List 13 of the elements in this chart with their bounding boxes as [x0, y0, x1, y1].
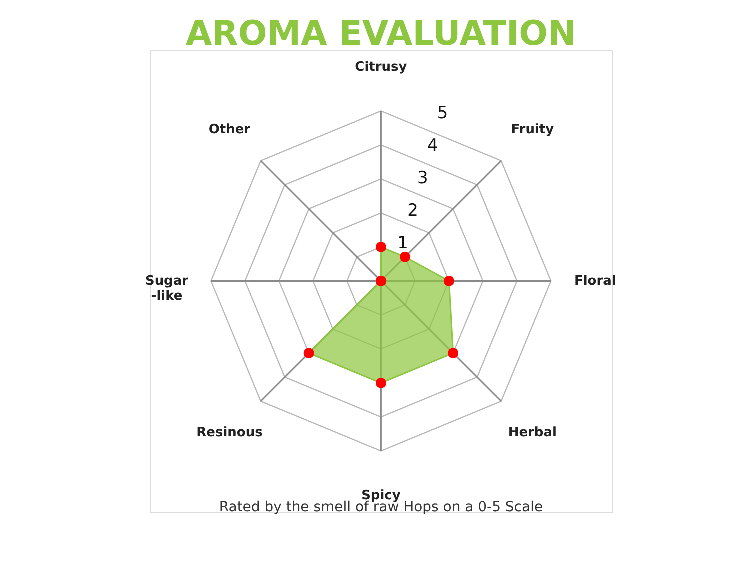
spoke-label: Sugar -like [145, 274, 190, 304]
spoke-label: Resinous [196, 426, 264, 441]
spoke-label: Citrusy [355, 60, 408, 75]
y-tick-label: 1 [398, 234, 408, 254]
y-tick-label: 4 [427, 136, 438, 156]
y-tick-label: 2 [408, 201, 418, 222]
spoke-label: Floral [574, 274, 616, 290]
y-tick-label: 3 [418, 168, 428, 189]
y-tick-label: 5 [437, 104, 448, 124]
spoke-label: Herbal [508, 426, 557, 441]
chart-title: AROMA EVALUATION [186, 14, 577, 54]
spoke-label: Other [208, 122, 252, 138]
spoke-label: Fruity [511, 122, 555, 138]
